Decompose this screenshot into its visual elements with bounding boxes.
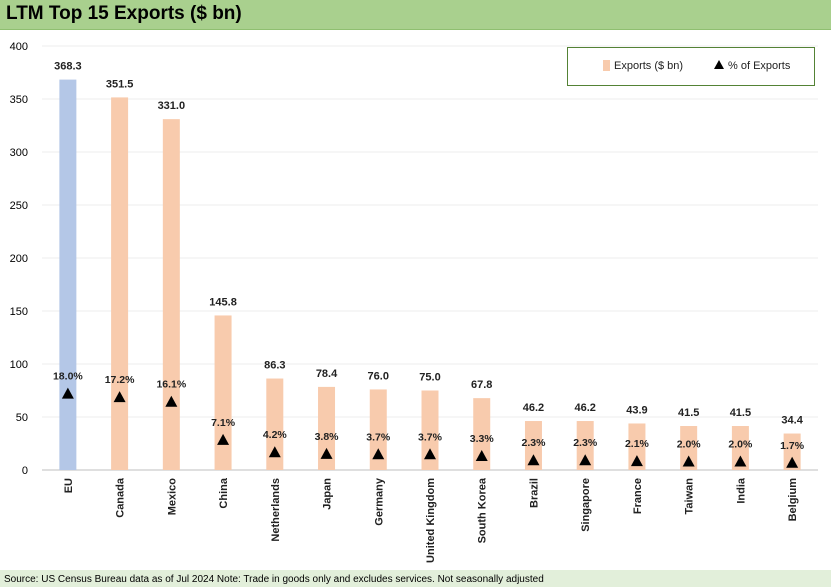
- pct-label: 2.0%: [677, 439, 702, 451]
- y-tick-label: 300: [10, 147, 28, 159]
- legend-item-exports: Exports ($ bn): [603, 60, 683, 72]
- bar-value-label: 41.5: [678, 407, 699, 419]
- pct-marker: [527, 454, 540, 466]
- bar-netherlands: [266, 378, 284, 470]
- bar-value-label: 331.0: [158, 100, 186, 112]
- y-tick-label: 350: [10, 94, 28, 106]
- bar-france: [628, 423, 646, 470]
- pct-label: 1.7%: [780, 440, 805, 452]
- x-tick-label: Japan: [322, 478, 334, 510]
- pct-marker: [475, 450, 488, 462]
- bar-value-label: 75.0: [419, 372, 440, 384]
- pct-marker: [372, 448, 385, 460]
- source-note: Source: US Census Bureau data as of Jul …: [4, 574, 544, 585]
- legend-swatch-exports: [603, 60, 610, 71]
- pct-label: 4.2%: [263, 429, 288, 441]
- bar-singapore: [576, 421, 594, 470]
- bar-value-label: 78.4: [316, 368, 338, 380]
- x-tick-label: Singapore: [580, 478, 592, 532]
- bar-united-kingdom: [421, 390, 439, 470]
- x-tick-label: United Kingdom: [425, 478, 437, 563]
- bar-germany: [369, 389, 387, 470]
- pct-label: 2.0%: [728, 439, 753, 451]
- pct-label: 17.2%: [105, 374, 135, 386]
- bar-value-label: 43.9: [626, 404, 647, 416]
- bar-japan: [318, 386, 336, 470]
- chart-title: LTM Top 15 Exports ($ bn): [6, 3, 242, 24]
- x-tick-label: Netherlands: [270, 478, 282, 542]
- bar-taiwan: [680, 426, 698, 470]
- x-tick-label: Belgium: [787, 478, 799, 522]
- bar-value-label: 46.2: [523, 402, 544, 414]
- bar-value-label: 145.8: [209, 296, 237, 308]
- pct-label: 3.8%: [315, 431, 340, 443]
- pct-marker: [579, 454, 592, 466]
- bar-brazil: [524, 421, 542, 470]
- bar-value-label: 76.0: [368, 370, 389, 382]
- bar-value-label: 41.5: [730, 407, 751, 419]
- bar-mexico: [162, 119, 180, 470]
- pct-label: 3.7%: [366, 431, 391, 443]
- x-tick-label: Mexico: [166, 478, 178, 516]
- legend-label-pct: % of Exports: [728, 60, 791, 72]
- y-tick-label: 50: [16, 412, 28, 424]
- legend-item-pct: % of Exports: [714, 60, 790, 72]
- pct-label: 18.0%: [53, 371, 83, 383]
- pct-label: 16.1%: [156, 379, 186, 391]
- bar-belgium: [783, 433, 801, 470]
- bar-value-label: 368.3: [54, 61, 82, 73]
- pct-label: 2.3%: [521, 437, 546, 449]
- pct-label: 7.1%: [211, 417, 236, 429]
- y-tick-label: 100: [10, 359, 28, 371]
- pct-marker: [424, 448, 436, 460]
- pct-marker: [113, 391, 126, 403]
- pct-marker: [786, 456, 799, 468]
- bar-value-label: 351.5: [106, 78, 134, 90]
- y-tick-label: 400: [10, 41, 28, 53]
- x-tick-label: Canada: [115, 477, 127, 518]
- pct-marker: [61, 387, 74, 399]
- x-tick-label: France: [632, 478, 644, 514]
- x-tick-label: South Korea: [477, 477, 489, 543]
- y-tick-label: 0: [22, 465, 28, 477]
- chart-area: [0, 30, 831, 570]
- bar-eu: [59, 79, 77, 471]
- x-tick-label: EU: [63, 478, 75, 493]
- chart-title-bar: LTM Top 15 Exports ($ bn): [0, 0, 831, 30]
- pct-marker: [734, 455, 747, 467]
- bar-value-label: 67.8: [471, 379, 492, 391]
- pct-marker: [320, 447, 333, 459]
- pct-label: 3.7%: [418, 431, 443, 443]
- bar-canada: [111, 97, 129, 470]
- x-tick-label: China: [218, 477, 230, 508]
- x-tick-label: Brazil: [528, 478, 540, 508]
- pct-label: 2.3%: [573, 437, 598, 449]
- pct-marker: [268, 446, 281, 458]
- pct-label: 2.1%: [625, 438, 650, 450]
- chart-legend: Exports ($ bn) % of Exports: [567, 47, 815, 86]
- pct-label: 3.3%: [470, 433, 495, 445]
- x-tick-label: Taiwan: [684, 478, 696, 515]
- bar-value-label: 34.4: [781, 415, 803, 427]
- y-tick-label: 150: [10, 306, 28, 318]
- legend-swatch-pct: [714, 60, 724, 69]
- y-tick-label: 200: [10, 253, 28, 265]
- pct-marker: [217, 433, 230, 445]
- bar-value-label: 86.3: [264, 360, 285, 372]
- x-tick-label: India: [735, 477, 747, 504]
- bar-value-label: 46.2: [574, 402, 595, 414]
- bar-india: [731, 426, 749, 470]
- pct-marker: [630, 455, 643, 467]
- bar-china: [214, 315, 232, 470]
- legend-label-exports: Exports ($ bn): [614, 60, 684, 72]
- x-tick-label: Germany: [373, 477, 385, 526]
- y-tick-label: 250: [10, 200, 28, 212]
- pct-marker: [682, 455, 695, 467]
- pct-marker: [165, 395, 178, 407]
- bar-south-korea: [473, 398, 491, 470]
